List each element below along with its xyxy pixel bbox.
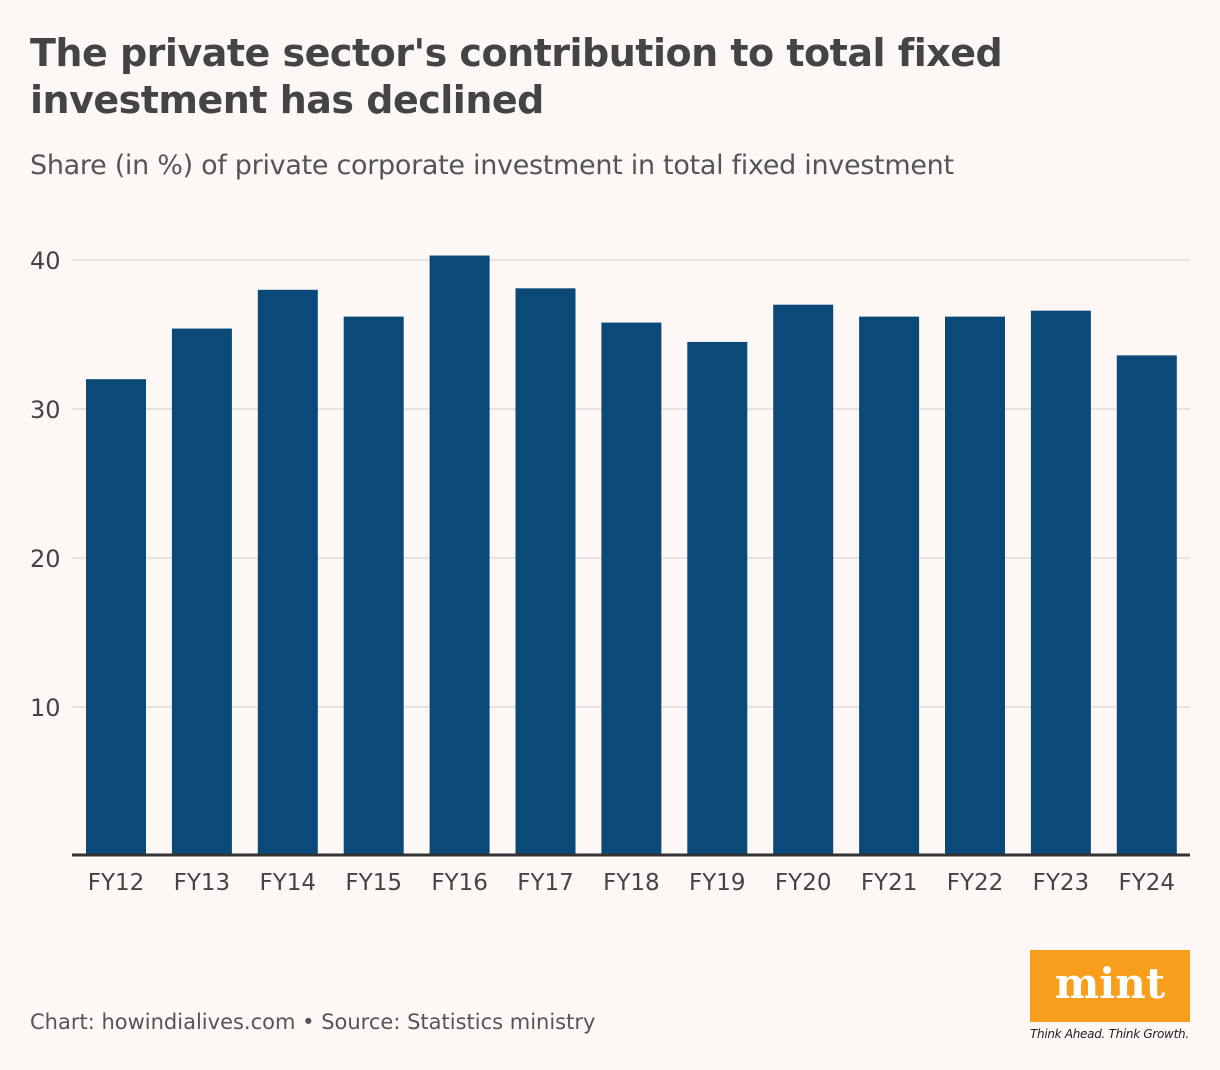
bar-fy15 (343, 316, 404, 856)
x-tick-label: FY14 (260, 870, 317, 896)
y-tick-label: 10 (30, 694, 61, 722)
x-tick-label: FY19 (689, 870, 746, 896)
x-tick-label: FY15 (345, 870, 402, 896)
bar-fy14 (257, 289, 318, 856)
bar-fy12 (86, 379, 146, 856)
bar-fy22 (945, 316, 1005, 856)
bar-fy20 (773, 304, 834, 856)
x-tick-label: FY20 (775, 870, 832, 896)
chart-subtitle: Share (in %) of private corporate invest… (30, 150, 954, 181)
bar-fy21 (859, 316, 920, 856)
x-tick-label: FY21 (861, 870, 918, 896)
x-tick-label: FY17 (517, 870, 574, 896)
bar-fy13 (171, 328, 232, 856)
bar-fy16 (429, 255, 490, 856)
logo-tagline: Think Ahead. Think Growth. (1030, 1027, 1189, 1041)
y-tick-label: 20 (30, 545, 61, 573)
source-credit: Chart: howindialives.com • Source: Stati… (30, 1010, 596, 1034)
y-tick-label: 30 (30, 396, 61, 424)
x-tick-label: FY22 (947, 870, 1004, 896)
x-tick-label: FY12 (88, 870, 145, 896)
bar-fy24 (1116, 355, 1177, 856)
bar-fy18 (601, 322, 662, 857)
bar-fy23 (1030, 310, 1091, 856)
x-tick-label: FY13 (174, 870, 231, 896)
mint-logo: mint (1030, 950, 1190, 1022)
chart-title: The private sector's contribution to tot… (30, 31, 1003, 122)
x-tick-label: FY23 (1033, 870, 1090, 896)
x-tick-label: FY16 (431, 870, 488, 896)
x-tick-label: FY18 (603, 870, 660, 896)
x-tick-label: FY24 (1119, 870, 1176, 896)
bar-fy17 (515, 288, 576, 856)
bar-fy19 (687, 341, 748, 856)
y-tick-label: 40 (30, 247, 61, 275)
